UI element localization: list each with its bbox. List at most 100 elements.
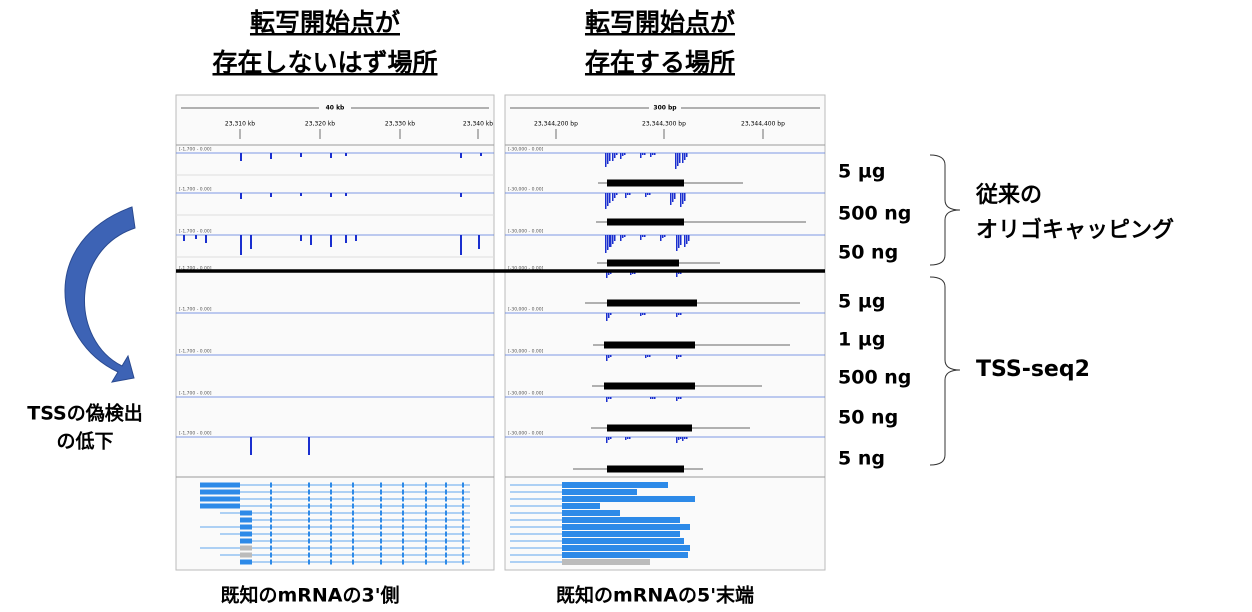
coverage [679,153,681,163]
exon [240,546,252,551]
group-label: オリゴキャッピング [976,217,1174,243]
heading: 存在する場所 [585,48,735,77]
coverage [616,153,618,155]
box [607,300,697,307]
exon [308,511,310,516]
note: の低下 [56,430,113,453]
coverage [682,193,684,204]
exon [425,518,427,523]
coverage [622,235,624,238]
exon [270,511,272,516]
exon [425,546,427,551]
coverage [640,313,642,316]
exon [308,490,310,495]
exon [380,518,382,523]
coverage [644,313,646,315]
coverage [606,313,608,321]
tick-label: 23,320 kb [305,121,335,128]
coverage [270,153,272,159]
coverage [608,355,610,358]
box [607,466,684,473]
box [607,425,692,432]
box [604,342,695,349]
exon [445,497,447,502]
exon [240,518,252,523]
track-range: [-1,700 - 0.00] [179,229,212,235]
exon [352,518,354,523]
exon [425,525,427,530]
exon [330,539,332,544]
coverage [608,437,610,440]
coverage [680,193,682,207]
exon [352,532,354,537]
exon [380,490,382,495]
exon [462,511,464,516]
coverage [195,235,197,239]
exon [352,511,354,516]
exon [270,539,272,544]
coverage [650,153,652,157]
coverage [620,153,622,159]
exon [445,560,447,565]
exon [380,504,382,509]
coverage [614,153,616,158]
exon [240,532,252,537]
exon [462,553,464,558]
coverage [652,153,654,155]
exon [462,525,464,530]
coverage [680,235,682,245]
exon [270,518,272,523]
track-range: [-1,700 - 0.00] [179,187,212,193]
coverage [605,235,607,253]
coverage [355,235,357,241]
exon [330,490,332,495]
exon [462,504,464,509]
caption: 既知のmRNAの5'末端 [556,584,754,607]
coverage [478,235,480,249]
coverage [250,437,252,455]
exon [330,504,332,509]
caption: 既知のmRNAの3'側 [220,584,399,607]
coverage [620,235,622,241]
brace [930,155,960,265]
coverage [250,235,252,249]
coverage [605,153,607,167]
coverage [682,153,684,163]
scale-label: 300 bp [653,105,677,112]
exon [200,504,240,509]
coverage [640,235,642,240]
coverage [460,193,462,197]
coverage [610,437,612,439]
exon [562,517,680,523]
coverage [240,153,242,161]
coverage [480,153,482,156]
exon [462,483,464,488]
coverage [606,397,608,402]
exon [380,546,382,551]
exon [425,497,427,502]
coverage [607,235,609,250]
exon [270,483,272,488]
group-label: TSS-seq2 [976,357,1090,382]
coverage [606,272,608,278]
coverage [649,355,651,357]
exon [402,518,404,523]
exon [562,552,688,558]
exon [330,546,332,551]
coverage [670,193,672,205]
exon [380,483,382,488]
exon [308,483,310,488]
exon [562,531,680,537]
exon [425,539,427,544]
track-range: [-30,000 - 0.00] [508,349,544,355]
exon [352,539,354,544]
exon [402,497,404,502]
coverage [686,153,688,157]
exon [380,532,382,537]
exon [402,525,404,530]
exon [308,525,310,530]
coverage [684,153,686,160]
coverage [624,235,626,237]
sample-label: 50 ng [838,242,898,264]
coverage [682,437,684,441]
